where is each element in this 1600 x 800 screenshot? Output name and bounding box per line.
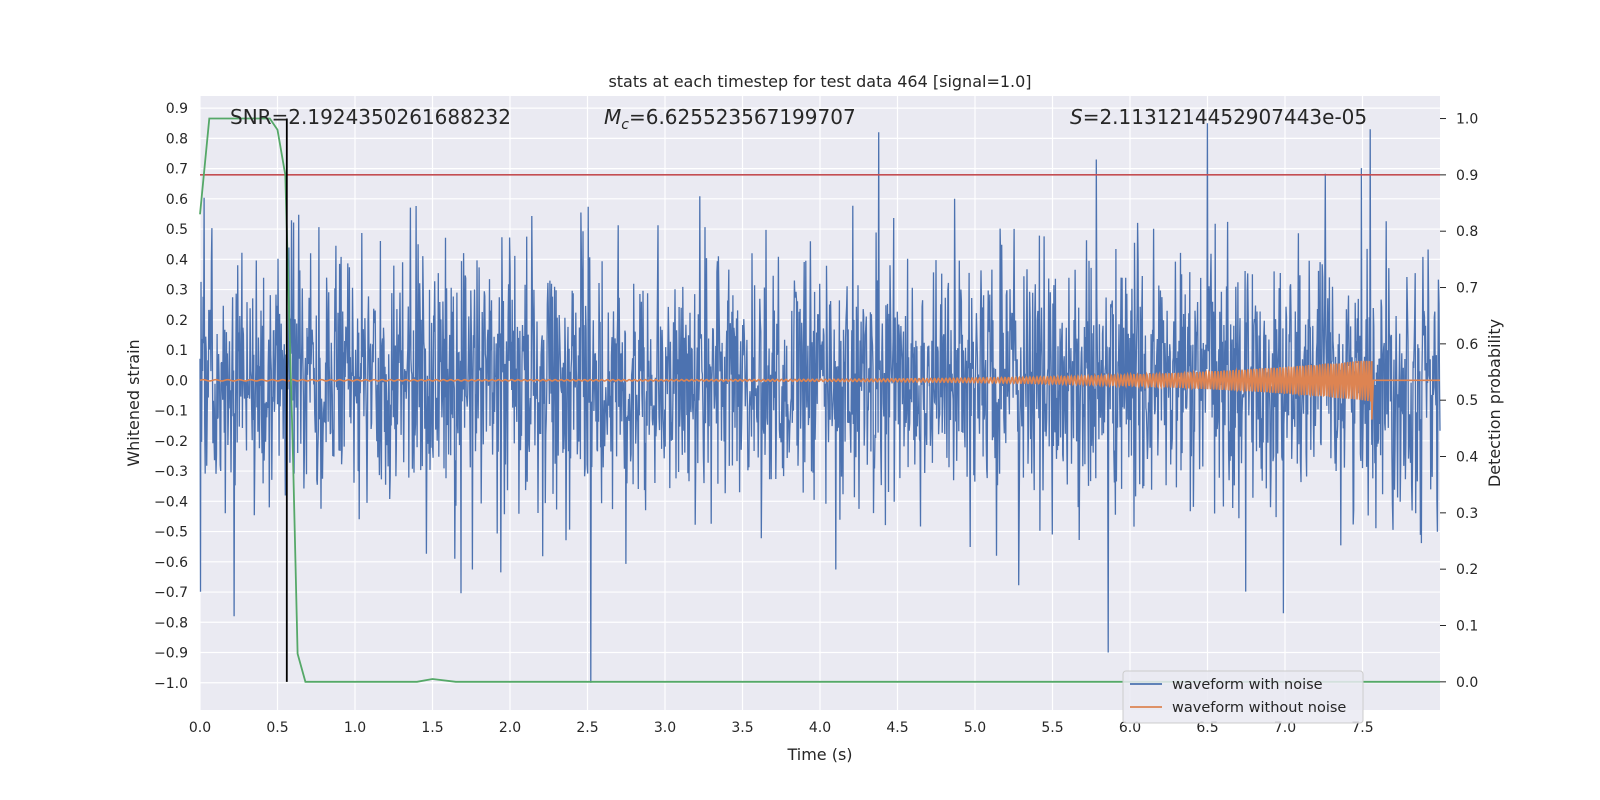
x-tick-label: 4.5 <box>886 720 908 736</box>
x-tick-label: 5.5 <box>1041 720 1063 736</box>
x-axis-label: Time (s) <box>786 745 852 764</box>
x-tick-label: 1.0 <box>344 720 366 736</box>
x-tick-label: 3.5 <box>731 720 753 736</box>
y-tick-label: 0.1 <box>166 343 188 359</box>
x-tick-label: 1.5 <box>421 720 443 736</box>
y-right-tick-label: 0.0 <box>1456 675 1478 691</box>
plot-area <box>199 117 1441 683</box>
y-tick-label: 0.5 <box>166 222 188 238</box>
chirp-mass-value: =6.625523567199707 <box>629 105 856 129</box>
x-tick-label: 7.0 <box>1274 720 1296 736</box>
y-right-tick-label: 0.7 <box>1456 281 1478 297</box>
y-right-tick-label: 0.9 <box>1456 168 1478 184</box>
s-annotation: S=2.1131214452907443e-05 <box>1070 105 1367 129</box>
y-tick-label: 0.6 <box>166 192 188 208</box>
y-right-tick-label: 0.2 <box>1456 562 1478 578</box>
x-tick-label: 2.5 <box>576 720 598 736</box>
y-tick-label: −0.7 <box>154 585 188 601</box>
series-detection-probability <box>199 117 1440 683</box>
legend: waveform with noise waveform without noi… <box>1122 670 1364 724</box>
x-tick-label: 4.0 <box>809 720 831 736</box>
y-right-tick-label: 0.1 <box>1456 619 1478 635</box>
y-tick-label: −0.9 <box>154 646 188 662</box>
legend-box <box>1122 670 1364 724</box>
chirp-mass-subscript: c <box>621 117 629 133</box>
x-tick-label: 3.0 <box>654 720 676 736</box>
y-tick-label: 0.3 <box>166 283 188 299</box>
y-tick-label: 0.8 <box>166 131 188 147</box>
y-axis-right-label: Detection probability <box>1485 319 1504 487</box>
x-axis-ticks: 0.0 0.5 1.0 1.5 2.0 2.5 3.0 3.5 4.0 4.5 5.0 5.5 6.0 6… <box>189 720 1374 736</box>
legend-label-clean: waveform without noise <box>1172 700 1346 716</box>
y-right-tick-label: 0.3 <box>1456 506 1478 522</box>
y-tick-label: 0.4 <box>166 252 188 268</box>
chirp-mass-symbol: M <box>604 105 621 129</box>
y-tick-label: −0.3 <box>154 464 188 480</box>
series-waveform-without-noise <box>199 360 1440 420</box>
y-tick-label: −0.2 <box>154 434 188 450</box>
y-right-tick-label: 0.5 <box>1456 393 1478 409</box>
y-tick-label: −0.4 <box>154 494 188 510</box>
s-symbol: S <box>1070 105 1083 129</box>
s-value: =2.1131214452907443e-05 <box>1083 105 1367 129</box>
y-tick-label: −0.8 <box>154 615 188 631</box>
x-tick-label: 0.5 <box>266 720 288 736</box>
y-tick-label: −0.5 <box>154 525 188 541</box>
x-tick-label: 7.5 <box>1351 720 1373 736</box>
y-tick-label: 0.9 <box>166 101 188 117</box>
series-waveform-with-noise <box>199 123 1441 683</box>
y-tick-label: 0.0 <box>166 373 188 389</box>
y-tick-label: −0.1 <box>154 404 188 420</box>
y-axis-right-ticks: 1.0 0.9 0.8 0.7 0.6 0.5 0.4 0.3 0.2 0.1 0.0 <box>1440 112 1478 691</box>
y-right-tick-label: 1.0 <box>1456 112 1478 128</box>
y-tick-label: −0.6 <box>154 555 188 571</box>
legend-label-noise: waveform with noise <box>1172 677 1323 693</box>
y-tick-label: −1.0 <box>154 676 188 692</box>
snr-annotation: SNR=2.1924350261688232 <box>230 105 511 129</box>
y-axis-ticks: 0.9 0.8 0.7 0.6 0.5 0.4 0.3 0.2 0.1 0.0 −0.1 −0.2 −0… <box>154 101 188 692</box>
y-tick-label: 0.7 <box>166 162 188 178</box>
x-tick-label: 6.0 <box>1119 720 1141 736</box>
y-axis-label: Whitened strain <box>124 339 143 466</box>
chirp-mass-annotation: Mc=6.625523567199707 <box>604 105 856 133</box>
x-tick-label: 5.0 <box>964 720 986 736</box>
y-right-tick-label: 0.6 <box>1456 337 1478 353</box>
y-right-tick-label: 0.4 <box>1456 450 1478 466</box>
y-right-tick-label: 0.8 <box>1456 224 1478 240</box>
x-tick-label: 0.0 <box>189 720 211 736</box>
x-tick-label: 6.5 <box>1196 720 1218 736</box>
chart-title: stats at each timestep for test data 464… <box>608 72 1031 91</box>
y-tick-label: 0.2 <box>166 313 188 329</box>
x-tick-label: 2.0 <box>499 720 521 736</box>
